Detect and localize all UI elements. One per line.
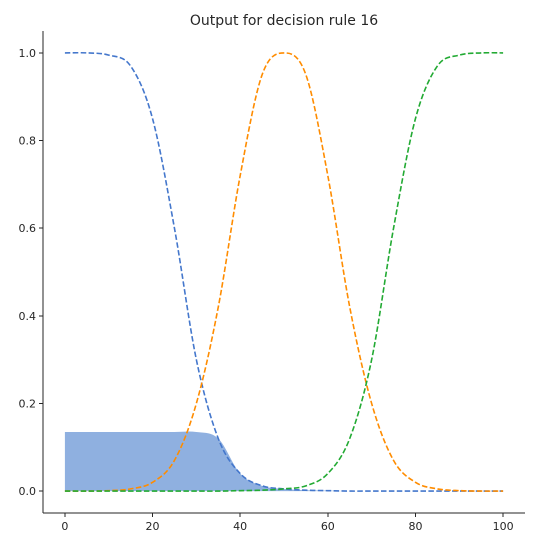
plot-area xyxy=(64,51,504,492)
y-tick-label: 0.2 xyxy=(19,397,37,410)
axes: 0 20 40 60 80 100 0.0 0.2 0.4 0.6 0.8 1.0 xyxy=(19,31,525,533)
x-tick-label: 100 xyxy=(493,520,514,533)
filled-output-area xyxy=(64,431,504,492)
x-tick-label: 80 xyxy=(408,520,422,533)
y-tick-label: 0.6 xyxy=(19,222,37,235)
y-tick-label: 0.0 xyxy=(19,485,37,498)
x-tick-label: 20 xyxy=(146,520,160,533)
y-tick-label: 1.0 xyxy=(19,47,37,60)
series-line-2 xyxy=(64,52,504,492)
x-tick-label: 40 xyxy=(233,520,247,533)
series-line-1 xyxy=(64,51,504,492)
x-tick-label: 60 xyxy=(321,520,335,533)
x-tick-label: 0 xyxy=(61,520,68,533)
y-tick-label: 0.8 xyxy=(19,135,37,148)
series-line-3 xyxy=(64,51,504,492)
chart-title: Output for decision rule 16 xyxy=(190,13,378,29)
y-tick-label: 0.4 xyxy=(19,310,37,323)
